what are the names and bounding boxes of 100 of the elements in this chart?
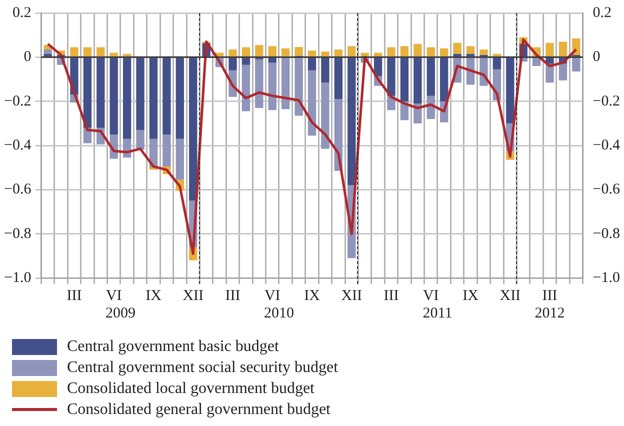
bar	[281, 58, 290, 110]
bar	[400, 46, 409, 56]
bar	[387, 58, 396, 96]
bar	[268, 46, 276, 56]
y2-tick-label: −0.2	[592, 93, 620, 110]
bar	[334, 58, 343, 100]
text: 2009	[105, 305, 136, 322]
bar	[308, 58, 316, 70]
x-tick-label: VI	[264, 288, 280, 304]
bar	[294, 58, 303, 116]
legend-label: Central government social security budget	[67, 358, 338, 378]
legend-label: Consolidated local government budget	[67, 379, 314, 399]
bar	[228, 58, 237, 70]
bar	[294, 47, 303, 56]
bar	[492, 54, 502, 56]
bar	[281, 48, 290, 56]
bar	[110, 58, 118, 134]
bar	[110, 52, 118, 56]
bar	[426, 58, 435, 96]
y2-tick-label: 0.2	[592, 4, 612, 21]
bar	[440, 58, 448, 102]
y-tick-label: 0.2	[12, 4, 32, 21]
text: 2012	[534, 305, 565, 322]
bar	[400, 58, 409, 102]
bar	[558, 42, 568, 56]
y-tick-label: −0.6	[4, 182, 32, 198]
text: 2010	[264, 305, 294, 322]
bar	[387, 47, 396, 56]
bar	[321, 82, 330, 149]
x-tick-label: III	[542, 288, 558, 304]
x-tick-label: VI	[106, 288, 122, 304]
bar	[440, 48, 448, 56]
bar	[348, 46, 356, 56]
y2-tick-label: −0.8	[592, 226, 620, 242]
y-tick-label: −1.0	[4, 270, 32, 286]
bar	[572, 58, 580, 72]
bar	[149, 58, 158, 139]
bar	[466, 46, 475, 54]
x-tick-label: III	[66, 288, 82, 304]
bar	[83, 58, 92, 128]
bar	[176, 138, 184, 180]
bar	[70, 47, 78, 56]
x-tick-label: IX	[146, 288, 162, 304]
x-tick-label: III	[225, 288, 240, 304]
y-tick-label: −0.2	[4, 93, 32, 110]
y-tick-label: −0.8	[4, 226, 32, 242]
y2-tick-label: −0.6	[592, 182, 620, 198]
y2-tick-label: −0.4	[592, 137, 620, 154]
bar	[83, 47, 92, 56]
x-tick-label: IX	[462, 288, 479, 304]
legend-label: Consolidated general government budget	[67, 400, 330, 420]
bar	[492, 58, 502, 70]
bar	[506, 58, 514, 124]
bar	[426, 47, 435, 56]
bar	[44, 54, 52, 56]
bar	[532, 58, 541, 66]
bar	[558, 64, 568, 80]
bar	[122, 58, 132, 139]
bar	[546, 42, 554, 56]
bar	[360, 52, 369, 56]
bar	[414, 44, 422, 56]
bar	[374, 58, 382, 76]
bar	[242, 47, 250, 56]
bar	[242, 58, 250, 65]
bar	[374, 52, 382, 56]
bar	[228, 49, 237, 56]
bar	[255, 45, 264, 56]
y2-tick-label: 0	[592, 49, 600, 66]
bar	[96, 58, 105, 128]
x-tick-label: VI	[422, 288, 439, 304]
bar	[96, 47, 105, 56]
bar	[189, 58, 198, 201]
x-tick-label: III	[384, 288, 399, 304]
bar	[44, 49, 52, 54]
legend-label: Central government basic budget	[67, 337, 279, 357]
bar	[308, 70, 316, 136]
bar	[136, 58, 144, 130]
bar	[321, 52, 330, 56]
bar	[480, 49, 488, 55]
bar	[308, 50, 316, 56]
y2-tick-label: −1.0	[592, 270, 620, 286]
bar	[348, 58, 356, 186]
x-tick-label: XII	[182, 288, 204, 304]
bar	[321, 58, 330, 83]
y-tick-label: −0.4	[4, 137, 32, 154]
bar	[176, 58, 184, 139]
bar	[122, 54, 132, 56]
bar	[255, 59, 264, 108]
x-tick-label: XII	[500, 288, 521, 304]
bar	[136, 130, 144, 150]
x-tick-label: IX	[304, 288, 320, 304]
bar	[453, 54, 462, 56]
bar	[242, 64, 250, 112]
bar	[162, 134, 171, 166]
bar	[268, 58, 276, 63]
y-tick-label: 0	[24, 49, 32, 66]
bar	[268, 62, 276, 110]
x-tick-label: XII	[341, 288, 362, 304]
bar	[334, 49, 343, 56]
bar	[453, 42, 462, 54]
